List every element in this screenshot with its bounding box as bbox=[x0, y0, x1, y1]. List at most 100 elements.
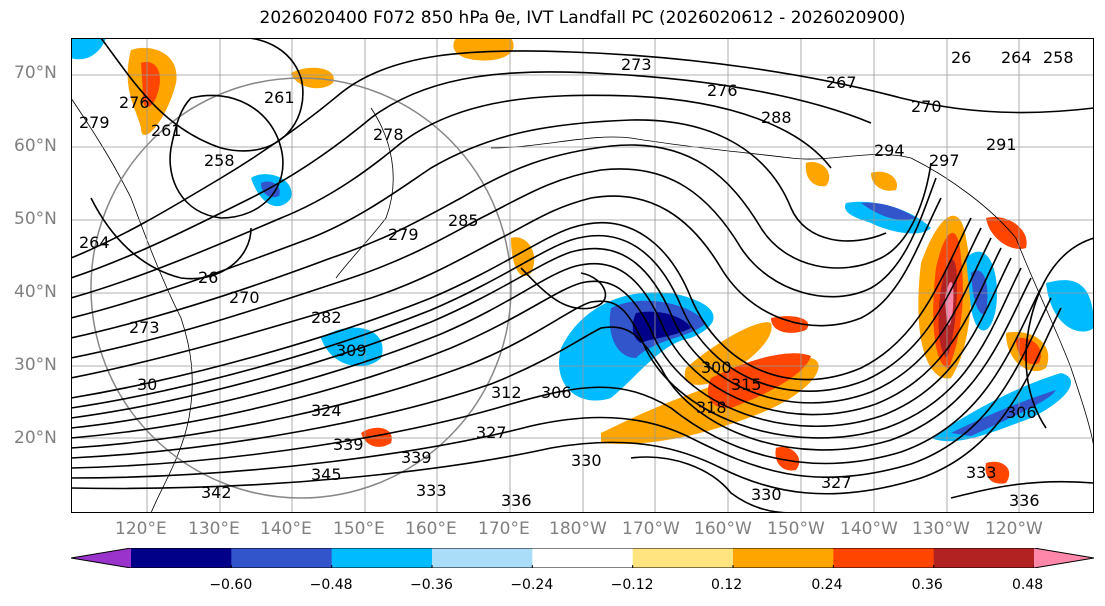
map-title: 2026020400 F072 850 hPa θe, IVT Landfall… bbox=[259, 8, 906, 28]
contour-label: 273 bbox=[129, 318, 160, 337]
contour-label: 26 bbox=[951, 48, 971, 67]
colorbar-tick-label: −0.12 bbox=[610, 577, 654, 593]
lat-label: 30°N bbox=[14, 355, 57, 375]
shade-blob-orange bbox=[871, 171, 897, 191]
contour-label: 261 bbox=[151, 121, 182, 140]
contour-label: 264 bbox=[79, 233, 110, 252]
shaded-fields bbox=[71, 38, 1094, 484]
lon-label: 130°W bbox=[912, 519, 970, 539]
colorbar-cell bbox=[231, 548, 333, 568]
colorbar-cell bbox=[933, 548, 1035, 568]
colorbar-extend-high bbox=[1034, 548, 1094, 568]
lat-label: 70°N bbox=[14, 63, 57, 83]
colorbar-tick-label: 0.24 bbox=[811, 577, 843, 593]
contour-line bbox=[520, 267, 607, 310]
colorbar-tick-label: 0.36 bbox=[911, 577, 943, 593]
contour-label: 309 bbox=[336, 341, 367, 360]
coastline-asia bbox=[71, 97, 193, 513]
map-panel: 279 276 261 258 264 26 270 273 278 261 2… bbox=[71, 38, 1094, 513]
contour-label: 258 bbox=[1043, 48, 1074, 67]
contour-line bbox=[71, 94, 832, 299]
colorbar-cell bbox=[833, 548, 935, 568]
contour-line bbox=[71, 277, 1032, 459]
contour-label: 327 bbox=[821, 473, 852, 492]
colorbar-tick-label: 0.12 bbox=[711, 577, 743, 593]
contour-line bbox=[71, 287, 1042, 469]
lon-label: 130°E bbox=[188, 519, 240, 539]
contour-label: 306 bbox=[541, 383, 572, 402]
colorbar-cell bbox=[632, 548, 734, 568]
contour-label: 261 bbox=[264, 88, 295, 107]
shade-blob-blue bbox=[861, 202, 916, 220]
contour-line bbox=[71, 297, 1052, 479]
lon-label: 140°E bbox=[260, 519, 312, 539]
lon-label: 180°W bbox=[549, 519, 607, 539]
lat-label: 60°N bbox=[14, 136, 57, 156]
shade-blob-blue bbox=[951, 390, 1056, 436]
contour-label: 336 bbox=[1009, 491, 1040, 510]
colorbar bbox=[71, 548, 1094, 568]
contour-label: 285 bbox=[448, 211, 479, 230]
shade-blob-orange bbox=[361, 427, 392, 447]
shade-blob-blue bbox=[632, 311, 691, 343]
contour-label: 279 bbox=[388, 225, 419, 244]
colorbar-extend-low bbox=[71, 548, 131, 568]
contour-line bbox=[71, 71, 872, 279]
contour-label: 333 bbox=[416, 481, 447, 500]
contour-label: 291 bbox=[986, 135, 1017, 154]
contour-line bbox=[71, 267, 1022, 449]
shade-blob-red bbox=[986, 217, 1027, 249]
contour-label: 333 bbox=[966, 463, 997, 482]
contour-label: 306 bbox=[1006, 403, 1037, 422]
contour-line bbox=[71, 119, 887, 319]
contour-label: 330 bbox=[751, 485, 782, 504]
shade-blob-orange bbox=[805, 162, 830, 187]
contour-label: 336 bbox=[501, 491, 532, 510]
lat-label: 50°N bbox=[14, 209, 57, 229]
contour-line bbox=[169, 94, 284, 219]
colorbar-cell bbox=[432, 548, 533, 568]
contour-line bbox=[90, 197, 252, 280]
contour-line bbox=[630, 456, 792, 513]
contour-label: 288 bbox=[761, 108, 792, 127]
contour-line bbox=[71, 50, 1094, 259]
shade-blob-blue bbox=[845, 201, 931, 234]
lon-label: 120°E bbox=[115, 519, 167, 539]
contour-label: 339 bbox=[333, 435, 364, 454]
colorbar-tick-label: −0.60 bbox=[209, 577, 253, 593]
colorbar-tick-label: −0.36 bbox=[410, 577, 453, 593]
contour-line bbox=[71, 307, 1062, 495]
contour-label: 258 bbox=[204, 151, 235, 170]
contour-label: 315 bbox=[731, 375, 762, 394]
lat-label: 40°N bbox=[14, 282, 57, 302]
contour-label: 267 bbox=[826, 73, 857, 92]
contour-label: 273 bbox=[621, 55, 652, 74]
colorbar-cell bbox=[331, 548, 433, 568]
contour-line bbox=[71, 195, 942, 379]
map-frame bbox=[71, 38, 1094, 513]
contour-label: 276 bbox=[119, 93, 150, 112]
colorbar-cell bbox=[733, 548, 834, 568]
contour-line bbox=[950, 480, 1094, 499]
contour-label: 294 bbox=[874, 141, 905, 160]
colorbar-tick-label: −0.24 bbox=[510, 577, 554, 593]
contour-label: 30 bbox=[137, 375, 157, 394]
contour-label: 270 bbox=[911, 97, 942, 116]
contour-line bbox=[1025, 237, 1094, 429]
contour-line bbox=[71, 237, 992, 419]
lon-label: 140°W bbox=[840, 519, 898, 539]
contour-label: 300 bbox=[701, 358, 732, 377]
coastline-alaska bbox=[490, 136, 912, 160]
contour-label: 327 bbox=[476, 423, 507, 442]
lon-label: 150°E bbox=[333, 519, 385, 539]
contour-line bbox=[100, 38, 304, 152]
shade-blob-blue bbox=[71, 38, 106, 60]
shade-blob-red bbox=[771, 316, 809, 333]
contour-line bbox=[71, 227, 982, 409]
colorbar-cell bbox=[131, 548, 232, 568]
colorbar-tick-label: 0.48 bbox=[1012, 577, 1044, 593]
colorbar-cell bbox=[532, 548, 634, 568]
lon-label: 150°W bbox=[767, 519, 825, 539]
contour-label: 278 bbox=[373, 125, 404, 144]
lon-label: 170°W bbox=[622, 519, 680, 539]
